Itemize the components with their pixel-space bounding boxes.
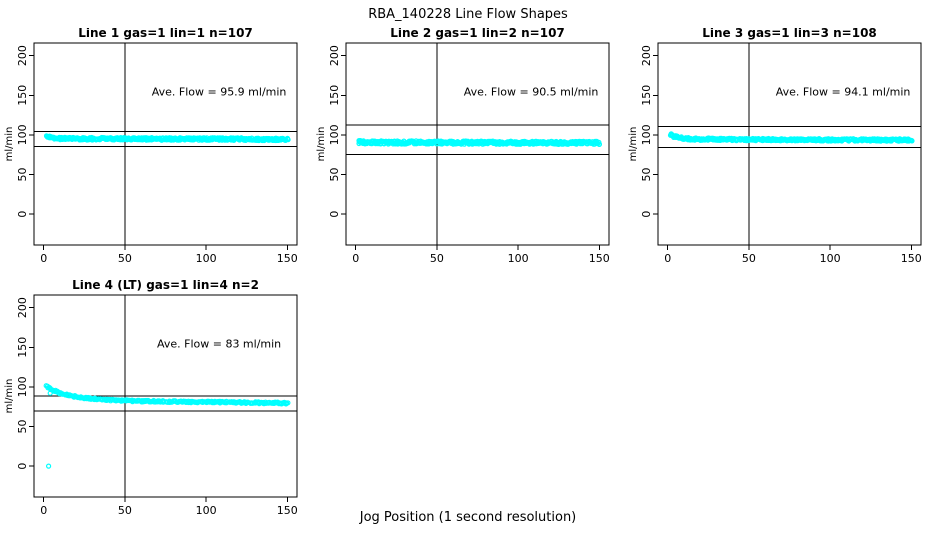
- y-axis-title: ml/min: [628, 127, 639, 162]
- plot-svg-1: 0 50 100 150 0 50 100 150 200 ml/min Line 1 gas=1 …: [4, 28, 298, 265]
- x-tick-label: 100: [196, 504, 217, 517]
- y-axis-title: ml/min: [4, 379, 15, 414]
- data-point: [180, 399, 186, 405]
- data-points: [43, 383, 291, 469]
- y-tick-label: 50: [16, 419, 29, 433]
- y-tick-label: 200: [16, 297, 29, 318]
- y-tick-label: 0: [640, 211, 653, 218]
- x-tick-label: 0: [40, 252, 47, 265]
- y-tick-label: 0: [16, 463, 29, 470]
- x-tick-label: 0: [664, 252, 671, 265]
- plot-title: Line 3 gas=1 lin=3 n=108: [702, 28, 877, 40]
- x-tick-label: 0: [352, 252, 359, 265]
- outlier-point: [45, 463, 52, 469]
- x-tick-label: 150: [277, 252, 298, 265]
- y-tick-label: 50: [328, 167, 341, 181]
- plot-frame: [657, 42, 922, 246]
- plot-cell-1: 0 50 100 150 0 50 100 150 200 ml/min Line 1 gas=1 …: [0, 28, 312, 280]
- ave-flow-annotation: Ave. Flow = 94.1 ml/min: [776, 85, 911, 98]
- plot-title: Line 1 gas=1 lin=1 n=107: [78, 28, 253, 40]
- y-tick-label: 100: [328, 124, 341, 145]
- data-points: [356, 137, 602, 148]
- data-point: [596, 141, 602, 147]
- x-tick-label: 0: [40, 504, 47, 517]
- y-axis-title: ml/min: [316, 127, 327, 162]
- x-tick-label: 100: [196, 252, 217, 265]
- figure-title: RBA_140228 Line Flow Shapes: [368, 7, 568, 22]
- x-tick-label: 150: [589, 252, 610, 265]
- data-point: [285, 400, 291, 406]
- y-tick-label: 50: [16, 167, 29, 181]
- plot-svg-3: 0 50 100 150 0 50 100 150 200 ml/min Line 3 gas=1 …: [628, 28, 922, 265]
- x-tick-label: 50: [742, 252, 756, 265]
- y-tick-label: 150: [640, 85, 653, 106]
- plot-svg-4: 0 50 100 150 0 50 100 150 200 ml/min Line 4 (LT) g…: [4, 280, 298, 517]
- data-point: [909, 138, 915, 144]
- ave-flow-annotation: Ave. Flow = 95.9 ml/min: [152, 85, 287, 98]
- y-tick-label: 150: [16, 337, 29, 358]
- data-points: [667, 131, 915, 144]
- plot-cell-2: 0 50 100 150 0 50 100 150 200 ml/min Line 2 gas=1 …: [312, 28, 624, 280]
- plot-frame: [33, 42, 298, 246]
- y-tick-label: 50: [640, 167, 653, 181]
- x-tick-label: 100: [508, 252, 529, 265]
- y-tick-label: 0: [328, 211, 341, 218]
- y-tick-label: 150: [328, 85, 341, 106]
- data-point: [72, 394, 79, 400]
- x-tick-label: 50: [118, 252, 132, 265]
- y-tick-label: 150: [16, 85, 29, 106]
- x-tick-label: 50: [118, 504, 132, 517]
- y-tick-label: 200: [16, 45, 29, 66]
- plot-frame: [345, 42, 610, 246]
- data-point: [285, 136, 291, 142]
- plot-title: Line 4 (LT) gas=1 lin=4 n=2: [72, 280, 259, 292]
- y-tick-label: 0: [16, 211, 29, 218]
- y-tick-label: 100: [16, 376, 29, 397]
- plot-title: Line 2 gas=1 lin=2 n=107: [390, 28, 565, 40]
- x-tick-label: 150: [277, 504, 298, 517]
- plot-svg-2: 0 50 100 150 0 50 100 150 200 ml/min Line 2 gas=1 …: [316, 28, 610, 265]
- y-tick-label: 100: [640, 124, 653, 145]
- outlier-point: [47, 390, 53, 396]
- ave-flow-annotation: Ave. Flow = 90.5 ml/min: [464, 85, 599, 98]
- ave-flow-annotation: Ave. Flow = 83 ml/min: [157, 337, 281, 350]
- y-tick-label: 100: [16, 124, 29, 145]
- plot-cell-4: 0 50 100 150 0 50 100 150 200 ml/min Line 4 (LT) g…: [0, 280, 312, 532]
- data-points: [43, 133, 291, 144]
- y-axis-title: ml/min: [4, 127, 15, 162]
- y-tick-label: 200: [640, 45, 653, 66]
- y-tick-label: 200: [328, 45, 341, 66]
- plot-cell-3: 0 50 100 150 0 50 100 150 200 ml/min Line 3 gas=1 …: [624, 28, 936, 280]
- x-axis-title: Jog Position (1 second resolution): [359, 510, 577, 525]
- x-tick-label: 50: [430, 252, 444, 265]
- x-tick-label: 100: [820, 252, 841, 265]
- x-tick-label: 150: [901, 252, 922, 265]
